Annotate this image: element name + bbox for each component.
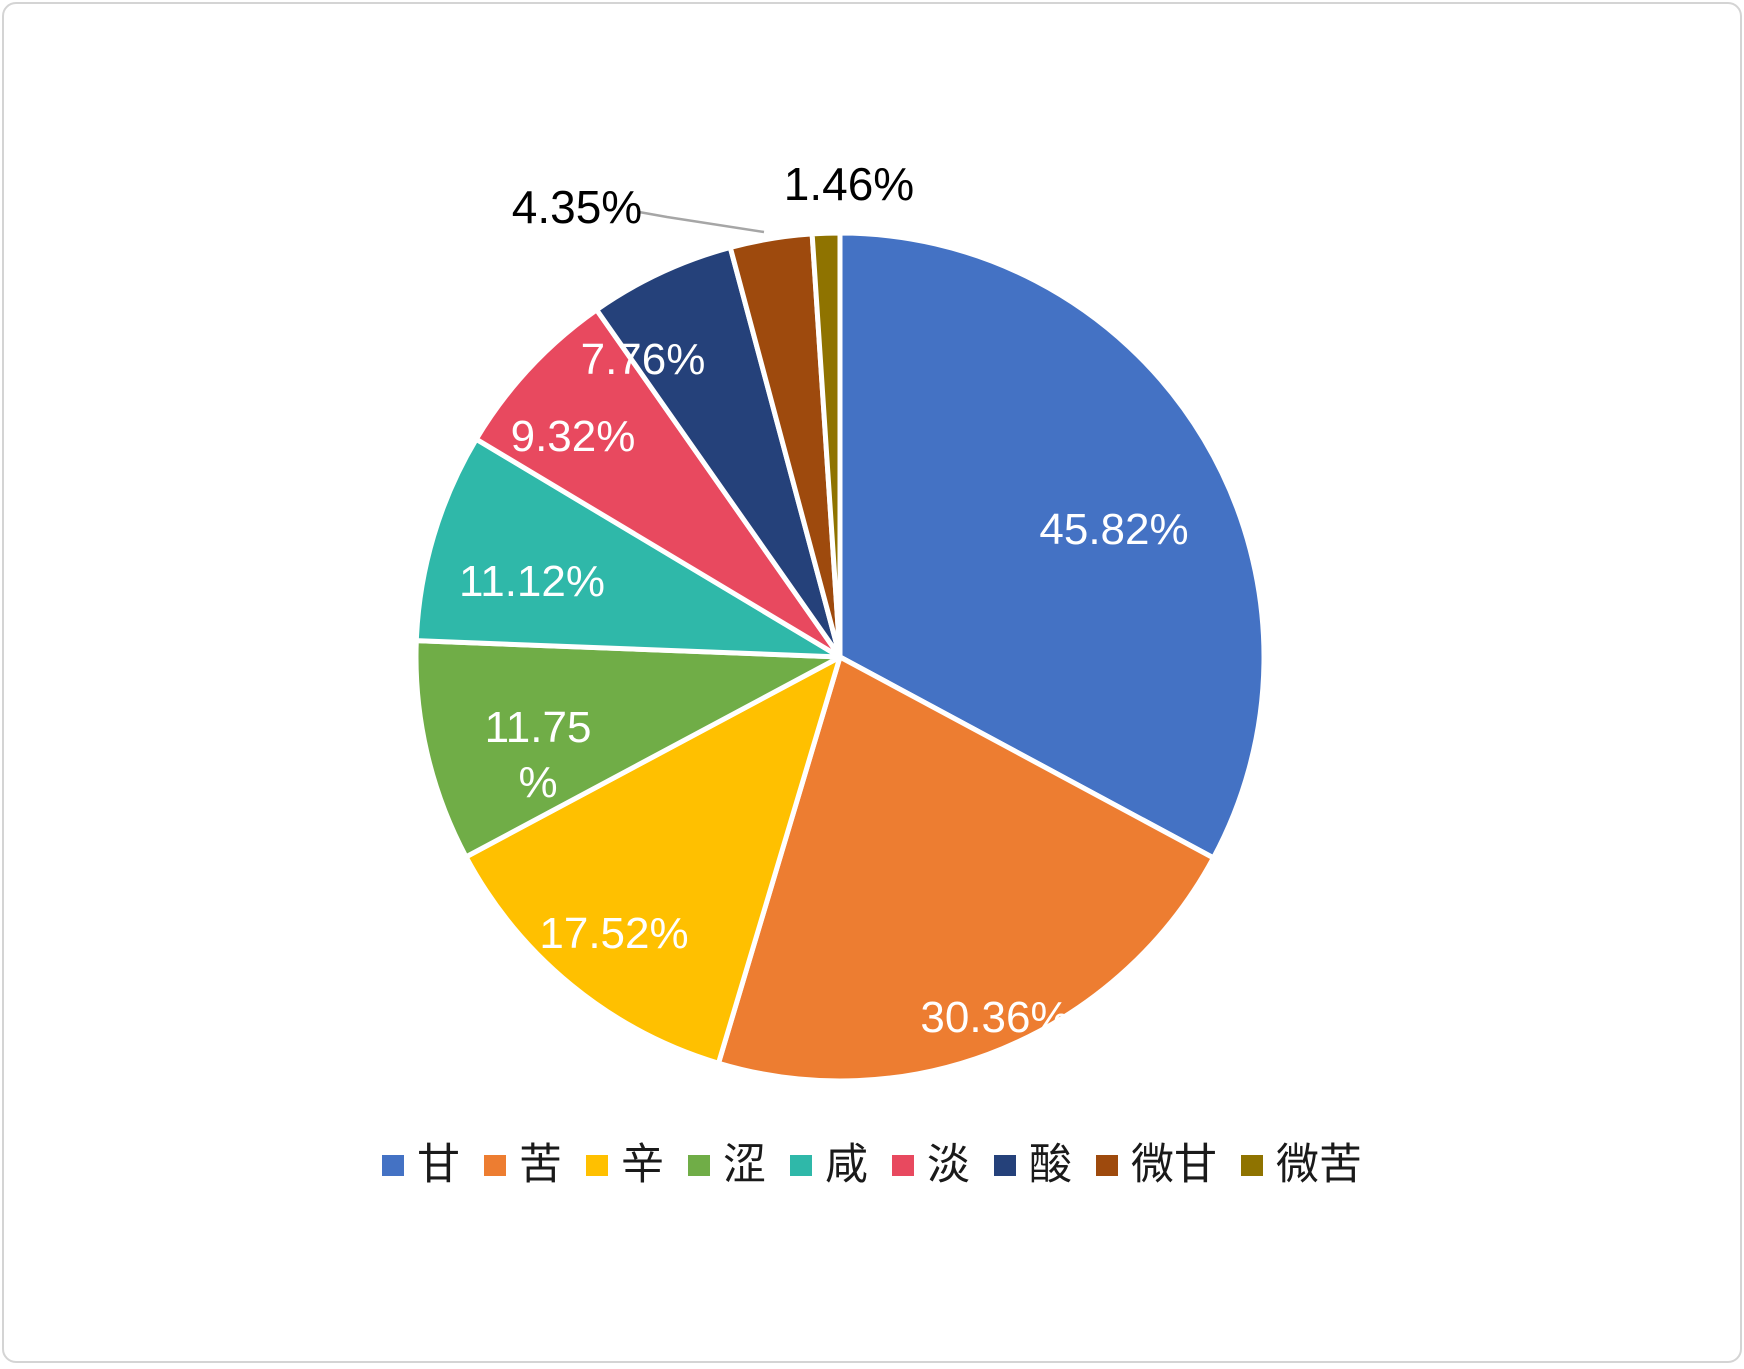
legend-label: 辛	[621, 1140, 664, 1192]
leader-line	[639, 212, 764, 232]
legend-swatch-icon	[790, 1155, 812, 1176]
chart-legend: 甘 苦 辛 涩 咸 淡 酸 微甘 微苦	[4, 1140, 1740, 1192]
data-label: 7.76%	[581, 335, 706, 384]
pie-chart: 45.82%30.36%17.52%11.75%11.12%9.32%7.76%…	[4, 4, 1740, 1361]
legend-swatch-icon	[382, 1155, 404, 1176]
legend-swatch-icon	[688, 1155, 710, 1176]
legend-label: 微苦	[1276, 1140, 1362, 1192]
data-label: 45.82%	[1039, 505, 1188, 554]
legend-label: 咸	[825, 1140, 868, 1192]
legend-label: 淡	[927, 1140, 970, 1192]
legend-item: 甘	[382, 1140, 460, 1192]
legend-item: 苦	[484, 1140, 562, 1192]
legend-label: 微甘	[1131, 1140, 1217, 1192]
legend-item: 辛	[586, 1140, 664, 1192]
legend-swatch-icon	[994, 1155, 1016, 1176]
legend-item: 涩	[688, 1140, 766, 1192]
legend-swatch-icon	[892, 1155, 914, 1176]
legend-label: 苦	[519, 1140, 562, 1192]
legend-swatch-icon	[1241, 1155, 1263, 1176]
legend-swatch-icon	[1096, 1155, 1118, 1176]
legend-item: 微甘	[1096, 1140, 1217, 1192]
data-label: 17.52%	[539, 909, 688, 958]
data-label: 30.36%	[920, 993, 1069, 1042]
legend-item: 酸	[994, 1140, 1072, 1192]
legend-label: 甘	[417, 1140, 460, 1192]
legend-swatch-icon	[586, 1155, 608, 1176]
data-label-outside: 1.46%	[784, 158, 914, 210]
data-label: 9.32%	[511, 412, 636, 461]
data-label-outside: 4.35%	[512, 181, 642, 233]
legend-label: 酸	[1029, 1140, 1072, 1192]
legend-item: 微苦	[1241, 1140, 1362, 1192]
legend-item: 淡	[892, 1140, 970, 1192]
data-label: 11.12%	[459, 557, 605, 606]
legend-label: 涩	[723, 1140, 766, 1192]
legend-swatch-icon	[484, 1155, 506, 1176]
legend-item: 咸	[790, 1140, 868, 1192]
